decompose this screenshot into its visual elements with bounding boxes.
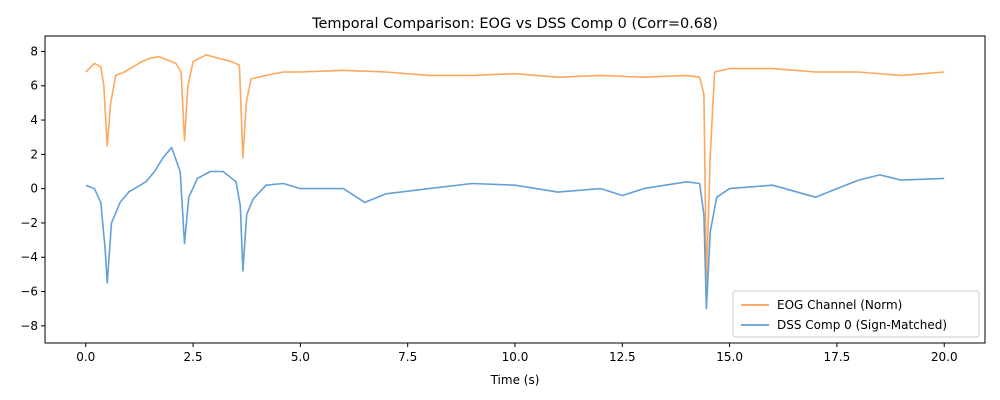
x-axis-label: Time (s) — [490, 373, 540, 387]
y-tick-label: 6 — [30, 79, 38, 93]
x-tick-label: 2.5 — [184, 350, 203, 364]
y-tick-label: −6 — [20, 285, 38, 299]
y-tick-label: −2 — [20, 216, 38, 230]
y-tick-label: −8 — [20, 319, 38, 333]
legend: EOG Channel (Norm) DSS Comp 0 (Sign-Match… — [732, 290, 980, 338]
legend-box — [732, 290, 980, 338]
x-tick-label: 12.5 — [609, 350, 636, 364]
chart-title: Temporal Comparison: EOG vs DSS Comp 0 (… — [311, 16, 718, 32]
x-tick-label: 5.0 — [291, 350, 310, 364]
x-axis: 0.0 2.5 5.0 7.5 10.0 12.5 15.0 17.5 20.0 — [76, 343, 958, 364]
x-tick-label: 17.5 — [824, 350, 851, 364]
legend-entry-0: EOG Channel (Norm) — [777, 298, 902, 312]
x-tick-label: 20.0 — [931, 350, 958, 364]
y-tick-label: 4 — [30, 113, 38, 127]
x-tick-label: 0.0 — [76, 350, 95, 364]
y-tick-label: 0 — [30, 182, 38, 196]
series-line-0 — [85, 54, 945, 284]
legend-entry-1: DSS Comp 0 (Sign-Matched) — [777, 318, 947, 332]
y-tick-label: −4 — [20, 250, 38, 264]
x-tick-label: 10.0 — [502, 350, 529, 364]
y-axis: −8 −6 −4 −2 0 2 4 6 8 — [20, 44, 45, 333]
y-tick-label: 2 — [30, 147, 38, 161]
x-tick-label: 7.5 — [398, 350, 417, 364]
x-tick-label: 15.0 — [716, 350, 743, 364]
series-line-1 — [85, 146, 945, 310]
y-tick-label: 8 — [30, 44, 38, 58]
